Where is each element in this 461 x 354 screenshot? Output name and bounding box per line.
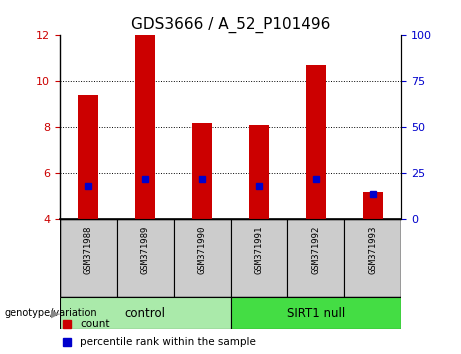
Text: genotype/variation: genotype/variation bbox=[5, 308, 97, 318]
Bar bbox=[249, 125, 269, 219]
Bar bbox=[287, 219, 344, 297]
Text: GSM371993: GSM371993 bbox=[368, 226, 377, 274]
Bar bbox=[363, 192, 383, 219]
Bar bbox=[135, 35, 155, 219]
Text: GSM371989: GSM371989 bbox=[141, 226, 150, 274]
Text: GSM371992: GSM371992 bbox=[311, 226, 320, 274]
Bar bbox=[78, 95, 98, 219]
Text: GSM371990: GSM371990 bbox=[198, 226, 207, 274]
Bar bbox=[230, 219, 287, 297]
Text: SIRT1 null: SIRT1 null bbox=[287, 307, 345, 320]
Text: percentile rank within the sample: percentile rank within the sample bbox=[80, 337, 256, 347]
Bar bbox=[60, 297, 230, 329]
Text: control: control bbox=[125, 307, 165, 320]
Bar bbox=[60, 219, 117, 297]
Title: GDS3666 / A_52_P101496: GDS3666 / A_52_P101496 bbox=[131, 16, 330, 33]
Bar bbox=[117, 219, 174, 297]
Bar bbox=[230, 297, 401, 329]
Bar bbox=[344, 219, 401, 297]
Text: ▶: ▶ bbox=[51, 308, 59, 318]
Text: GSM371991: GSM371991 bbox=[254, 226, 263, 274]
Bar bbox=[306, 65, 326, 219]
Text: count: count bbox=[80, 319, 110, 329]
Bar bbox=[174, 219, 230, 297]
Text: GSM371988: GSM371988 bbox=[84, 226, 93, 274]
Bar bbox=[192, 123, 212, 219]
